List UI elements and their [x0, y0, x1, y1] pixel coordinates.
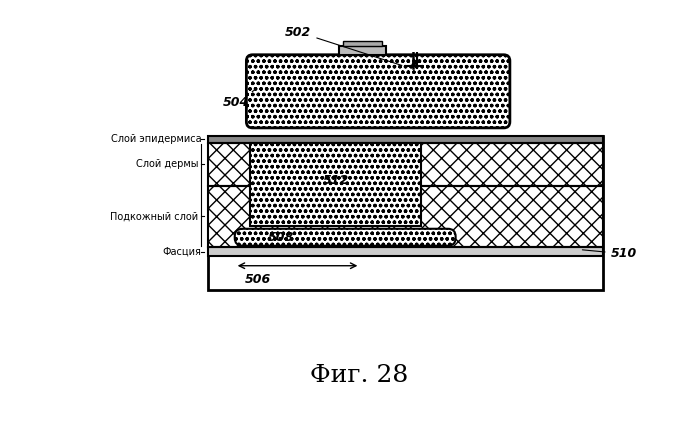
FancyBboxPatch shape [246, 55, 510, 128]
FancyBboxPatch shape [234, 229, 456, 246]
Bar [208, 135, 603, 143]
Text: Фиг. 28: Фиг. 28 [309, 364, 408, 387]
Text: 510: 510 [582, 247, 637, 260]
Text: Слой эпидермиса: Слой эпидермиса [111, 135, 202, 145]
Bar [208, 186, 603, 247]
Bar [208, 186, 603, 247]
Bar [340, 45, 386, 55]
Bar [208, 143, 603, 186]
Bar [343, 41, 382, 45]
Bar [251, 143, 421, 225]
Text: Подкожный слой: Подкожный слой [110, 212, 198, 222]
Text: Фасция: Фасция [162, 247, 202, 257]
Bar [208, 135, 603, 290]
Text: 506: 506 [245, 274, 271, 286]
Text: 512: 512 [323, 174, 349, 187]
Text: 502: 502 [285, 25, 402, 66]
Bar [208, 143, 603, 186]
Text: 504: 504 [223, 89, 256, 109]
Text: 508: 508 [268, 231, 295, 244]
Text: Слой дермы: Слой дермы [136, 160, 198, 170]
Bar [208, 247, 603, 257]
